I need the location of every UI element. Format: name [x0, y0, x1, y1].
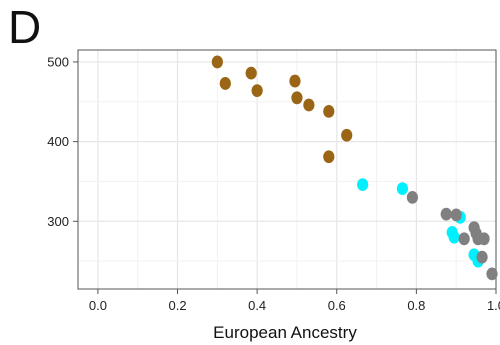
- x-tick-label: 0.0: [89, 298, 107, 313]
- data-point-brown: [323, 150, 335, 164]
- data-point-gray: [450, 208, 462, 222]
- data-point-cyan: [448, 230, 460, 244]
- y-tick-label: 400: [47, 134, 69, 149]
- y-tick-label: 500: [47, 54, 69, 69]
- x-tick-label: 0.6: [328, 298, 346, 313]
- data-point-brown: [211, 55, 223, 69]
- x-tick-label: 0.4: [248, 298, 266, 313]
- y-tick-label: 300: [47, 214, 69, 229]
- data-point-gray: [476, 250, 488, 264]
- data-point-brown: [251, 84, 263, 98]
- grid-lines: [78, 50, 497, 289]
- data-point-gray: [458, 232, 470, 246]
- x-axis-label: European Ancestry: [213, 323, 357, 342]
- data-point-brown: [323, 104, 335, 118]
- data-point-cyan: [357, 178, 369, 192]
- data-point-gray: [440, 207, 452, 221]
- data-point-brown: [291, 91, 303, 105]
- data-point-brown: [303, 98, 315, 112]
- x-tick-label: 1.0: [487, 298, 500, 313]
- data-point-brown: [219, 77, 231, 90]
- data-point-cyan: [396, 182, 409, 196]
- x-tick-label: 0.2: [168, 298, 186, 313]
- data-point-gray: [486, 267, 498, 281]
- data-point-gray: [478, 232, 490, 246]
- data-point-gray: [406, 190, 418, 204]
- data-points: [211, 55, 498, 281]
- panel-label: D: [8, 1, 42, 53]
- x-tick-label: 0.8: [407, 298, 425, 313]
- axis-ticks: 0.0 0.2 0.4 0.6 0.8 1.0 300 400 500: [47, 54, 500, 313]
- plot-frame: [77, 49, 497, 290]
- data-point-brown: [289, 74, 301, 88]
- data-point-brown: [341, 128, 353, 142]
- data-point-brown: [245, 66, 257, 80]
